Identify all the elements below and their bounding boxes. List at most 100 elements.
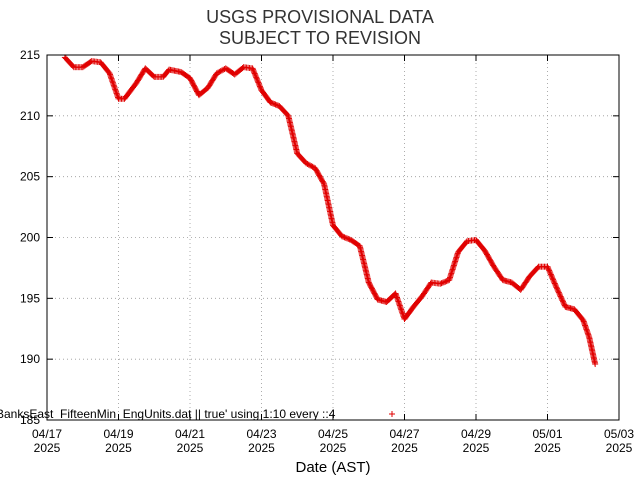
x-tick-year: 2025 xyxy=(534,441,561,455)
data-point xyxy=(252,73,259,80)
data-point xyxy=(215,69,222,76)
data-point xyxy=(438,280,445,287)
data-series xyxy=(61,54,599,368)
x-axis-label: Date (AST) xyxy=(295,459,370,476)
x-tick-year: 2025 xyxy=(463,441,490,455)
data-point xyxy=(269,100,276,107)
data-point xyxy=(213,70,220,77)
data-point xyxy=(550,277,557,284)
data-point xyxy=(554,285,561,292)
data-point xyxy=(548,274,555,281)
data-point xyxy=(550,276,557,283)
data-point xyxy=(560,299,567,306)
data-point xyxy=(249,65,256,72)
data-point xyxy=(271,101,278,108)
data-point xyxy=(342,234,349,241)
data-point xyxy=(255,80,262,87)
chart-title-line-1: USGS PROVISIONAL DATA xyxy=(206,7,434,27)
x-tick-label: 05/03 xyxy=(604,427,634,441)
data-point xyxy=(308,163,315,170)
data-point xyxy=(216,68,223,75)
data-point xyxy=(552,281,559,288)
data-point xyxy=(437,280,444,287)
data-point xyxy=(559,298,566,305)
data-point xyxy=(439,279,446,286)
y-tick-label: 205 xyxy=(20,170,40,184)
y-tick-label: 210 xyxy=(20,109,40,123)
data-point xyxy=(441,279,448,286)
data-point xyxy=(545,264,552,271)
x-tick-year: 2025 xyxy=(391,441,418,455)
y-axis: 185 190 195 200 205 210 215 xyxy=(20,48,619,427)
x-tick-label: 04/19 xyxy=(103,427,133,441)
grid-lines xyxy=(47,55,619,420)
data-point xyxy=(555,289,562,296)
data-point xyxy=(320,179,327,186)
data-point xyxy=(251,70,258,77)
data-point xyxy=(255,79,262,86)
data-point xyxy=(304,160,311,167)
legend-marker-symbol xyxy=(389,411,395,417)
y-tick-label: 185 xyxy=(20,413,40,427)
x-tick-year: 2025 xyxy=(177,441,204,455)
x-tick-year: 2025 xyxy=(248,441,275,455)
y-tick-label: 215 xyxy=(20,48,40,62)
data-point xyxy=(546,268,553,275)
data-point xyxy=(303,160,310,167)
x-tick-label: 04/25 xyxy=(318,427,348,441)
data-point xyxy=(552,283,559,290)
data-point xyxy=(340,233,347,240)
data-point xyxy=(272,101,279,108)
data-point xyxy=(217,68,224,75)
y-tick-label: 200 xyxy=(20,231,40,245)
data-point xyxy=(556,290,563,297)
data-point xyxy=(305,161,312,168)
x-tick-year: 2025 xyxy=(320,441,347,455)
data-point xyxy=(268,99,275,106)
data-point xyxy=(252,71,259,78)
data-point xyxy=(250,67,257,74)
data-point xyxy=(341,234,348,241)
data-point xyxy=(256,83,263,90)
data-point xyxy=(545,266,552,273)
data-point xyxy=(558,294,565,301)
data-point xyxy=(549,275,556,282)
data-point xyxy=(309,163,316,170)
y-tick-label: 195 xyxy=(20,291,40,305)
y-tick-label: 190 xyxy=(20,352,40,366)
data-point xyxy=(548,272,555,279)
data-point xyxy=(559,297,566,304)
data-point xyxy=(253,74,260,81)
data-point xyxy=(544,263,551,270)
x-tick-label: 04/27 xyxy=(389,427,419,441)
data-point xyxy=(553,284,560,291)
data-point xyxy=(218,67,225,74)
data-point xyxy=(547,270,554,277)
data-point xyxy=(307,162,314,169)
x-tick-label: 04/17 xyxy=(32,427,62,441)
data-point xyxy=(551,280,558,287)
data-point xyxy=(253,75,260,82)
data-point xyxy=(257,84,264,91)
data-point xyxy=(551,279,558,286)
data-point xyxy=(554,286,561,293)
x-tick-year: 2025 xyxy=(105,441,132,455)
x-axis: 04/17202504/19202504/21202504/23202504/2… xyxy=(32,55,634,455)
data-point xyxy=(546,267,553,274)
data-point xyxy=(267,99,274,106)
data-point xyxy=(558,296,565,303)
data-point xyxy=(344,235,351,242)
data-point xyxy=(254,78,261,85)
legend-label: BanksEast_FifteenMin_EngUnits.dat || tru… xyxy=(0,407,336,421)
data-point xyxy=(557,292,564,299)
data-point xyxy=(442,278,449,285)
data-point xyxy=(273,102,280,109)
data-point xyxy=(251,69,258,76)
data-point xyxy=(592,361,599,368)
data-point xyxy=(256,82,263,89)
x-tick-label: 05/01 xyxy=(532,427,562,441)
chart-title-line-2: SUBJECT TO REVISION xyxy=(218,28,422,48)
legend: BanksEast_FifteenMin_EngUnits.dat || tru… xyxy=(0,407,395,421)
x-tick-year: 2025 xyxy=(606,441,633,455)
